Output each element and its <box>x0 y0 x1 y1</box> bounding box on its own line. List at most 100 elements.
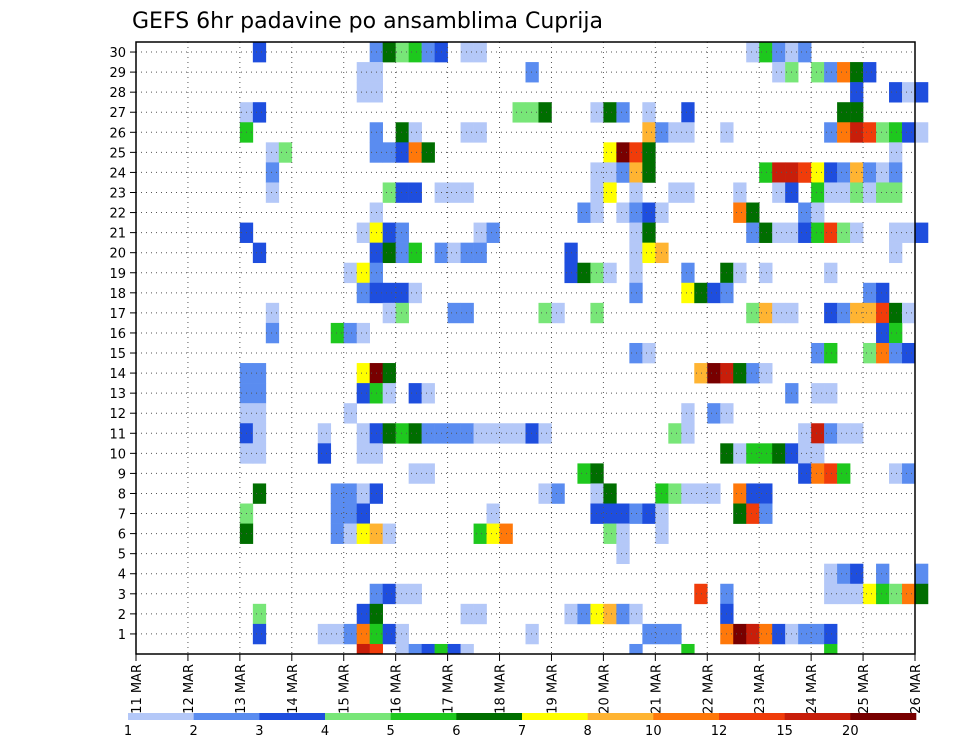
legend-label: 4 <box>321 724 329 739</box>
heatmap-cell <box>538 483 552 504</box>
heatmap-cell <box>824 623 838 645</box>
heatmap-cell <box>525 623 539 645</box>
heatmap-cell <box>408 182 422 203</box>
heatmap-cell <box>356 643 370 655</box>
x-tick-label: 20 MAR <box>597 664 612 714</box>
heatmap-cell <box>876 122 890 143</box>
heatmap-cell <box>356 282 370 304</box>
heatmap-cell <box>356 322 370 344</box>
heatmap-cell <box>733 503 747 524</box>
heatmap-cell <box>447 302 461 324</box>
heatmap-cell <box>837 102 851 123</box>
heatmap-cell <box>473 242 487 264</box>
heatmap-cell <box>876 162 890 183</box>
heatmap-cell <box>876 342 890 364</box>
heatmap-cell <box>473 423 487 444</box>
y-tick-label: 1 <box>118 628 126 643</box>
heatmap-cell <box>356 523 370 544</box>
heatmap-cell <box>395 643 409 655</box>
legend-label: 8 <box>584 724 592 739</box>
heatmap-cell <box>590 202 604 223</box>
heatmap-cell <box>382 383 396 404</box>
heatmap-cell <box>798 443 812 464</box>
heatmap-cell <box>265 142 280 163</box>
heatmap-cell <box>824 643 838 655</box>
heatmap-cell <box>837 463 851 484</box>
heatmap-cell <box>668 182 682 203</box>
y-tick-label: 14 <box>109 367 126 382</box>
heatmap-cell <box>863 62 877 83</box>
heatmap-cell <box>642 122 656 143</box>
heatmap-cell <box>616 603 630 625</box>
legend-label: 2 <box>190 724 198 739</box>
heatmap-cell <box>915 222 929 243</box>
heatmap-cell <box>915 583 929 605</box>
heatmap-cell <box>603 102 617 123</box>
legend-swatch <box>259 713 326 720</box>
heatmap-cell <box>889 82 903 103</box>
heatmap-cell <box>837 423 851 444</box>
heatmap-cell <box>642 623 656 645</box>
heatmap-cell <box>408 42 422 63</box>
heatmap-cell <box>863 122 877 143</box>
heatmap-cell <box>460 242 474 264</box>
heatmap-cell <box>889 122 903 143</box>
heatmap-cells <box>239 42 929 655</box>
legend-label: 6 <box>452 724 460 739</box>
heatmap-cell <box>486 222 500 243</box>
heatmap-cell <box>772 62 786 83</box>
heatmap-cell <box>356 423 370 444</box>
heatmap-cell <box>902 302 916 324</box>
heatmap-cell <box>395 423 409 444</box>
heatmap-cell <box>343 483 358 504</box>
legend-label: 5 <box>387 724 395 739</box>
y-tick-label: 2 <box>118 608 126 623</box>
color-legend: 1 2 3 4 5 6 7 8 10 12 15 20 <box>124 713 917 739</box>
heatmap-cell <box>811 202 825 223</box>
heatmap-cell <box>863 162 877 183</box>
heatmap-cell <box>707 483 721 504</box>
heatmap-cell <box>590 503 604 524</box>
heatmap-cell <box>759 503 773 524</box>
chart-title: GEFS 6hr padavine po ansamblima Cuprija <box>132 9 603 34</box>
y-tick-label: 21 <box>109 227 126 242</box>
heatmap-cell <box>772 623 786 645</box>
heatmap-cell <box>395 182 409 203</box>
heatmap-cell <box>889 242 903 264</box>
heatmap-cell <box>798 162 812 183</box>
heatmap-cell <box>681 182 695 203</box>
heatmap-cell <box>356 82 370 103</box>
heatmap-cell <box>642 222 656 243</box>
heatmap-cell <box>577 603 591 625</box>
heatmap-cell <box>876 182 890 203</box>
heatmap-cell <box>408 142 422 163</box>
legend-swatch <box>128 713 194 720</box>
heatmap-cell <box>876 322 890 344</box>
heatmap-cell <box>408 383 422 404</box>
heatmap-cell <box>811 463 825 484</box>
heatmap-cell <box>486 423 500 444</box>
heatmap-cell <box>538 102 552 123</box>
heatmap-cell <box>798 423 812 444</box>
heatmap-cell <box>590 262 604 284</box>
heatmap-cell <box>356 383 370 404</box>
heatmap-cell <box>356 62 370 83</box>
heatmap-cell <box>382 363 396 384</box>
heatmap-cell <box>642 202 656 223</box>
heatmap-cell <box>616 142 630 163</box>
heatmap-cell <box>408 643 422 655</box>
y-tick-label: 18 <box>109 287 126 302</box>
heatmap-cell <box>265 322 280 344</box>
heatmap-cell <box>603 523 617 544</box>
heatmap-cell <box>486 523 500 544</box>
y-tick-label: 17 <box>109 307 126 322</box>
heatmap-cell <box>681 262 695 284</box>
heatmap-cell <box>681 122 695 143</box>
heatmap-cell <box>837 62 851 83</box>
heatmap-cell <box>395 302 409 324</box>
legend-swatch <box>325 713 391 720</box>
heatmap-cell <box>603 142 617 163</box>
heatmap-cell <box>681 423 695 444</box>
heatmap-cell <box>902 82 916 103</box>
heatmap-cell <box>824 342 838 364</box>
